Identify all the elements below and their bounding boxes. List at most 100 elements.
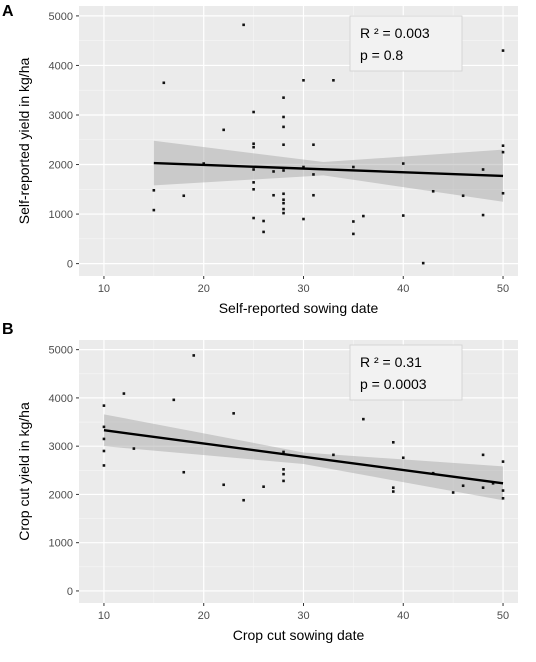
y-tick-label: 1000 [49,209,73,221]
data-point [362,214,365,218]
data-point [222,483,225,487]
data-point [501,150,505,154]
data-point [391,486,395,489]
y-tick-label: 0 [67,259,73,271]
annotation-box [349,15,463,72]
data-point [332,453,335,457]
data-point [282,96,285,99]
data-point [481,486,485,489]
data-point [282,125,285,129]
data-point [431,189,435,193]
data-point [172,398,176,402]
data-point [222,128,225,132]
data-point [252,145,255,149]
y-axis-title: Crop cut yield in kg/ha [16,402,32,541]
data-point [232,412,235,415]
panel-b: B R ² = 0.31 p = 0.0003 0 1000 2000 3000 4000 50… [2,321,518,643]
panel-a: A R ² = 0.003 p = 0.8 0 1000 2000 3000 4000 5000… [2,3,518,316]
data-point [451,491,455,494]
data-point [401,214,405,217]
data-point [132,447,136,450]
data-point [282,207,285,211]
x-tick-label: 20 [198,283,210,295]
y-tick-label: 2000 [49,160,73,172]
data-point [252,168,255,171]
data-point [252,110,255,114]
data-point [152,208,156,212]
y-tick-label: 0 [67,586,73,598]
panel-label: A [2,3,14,20]
trend-line [153,161,504,178]
data-point [102,449,106,453]
data-point [282,198,285,202]
data-point [282,472,285,476]
data-point [481,453,485,457]
data-point [302,165,305,169]
y-tick-label: 4000 [49,393,73,405]
data-point [282,169,285,172]
x-axis-title: Crop cut sowing date [233,627,365,643]
y-tick-label: 1000 [49,538,73,550]
data-point [252,216,255,220]
data-point [182,470,186,474]
x-tick-label: 40 [397,283,409,295]
data-point [242,498,245,502]
y-tick-label: 5000 [49,11,73,23]
data-point [182,194,186,198]
x-tick-label: 10 [98,610,110,622]
data-point [282,450,285,454]
data-point [122,392,126,395]
data-point [152,188,156,192]
data-point [312,173,315,176]
p-value-label: p = 0.8 [360,47,403,63]
data-point [282,143,285,147]
x-tick-label: 10 [98,283,110,295]
data-point [391,490,395,493]
data-point [312,143,315,147]
data-point [252,181,255,184]
data-point [421,261,425,265]
data-point [501,489,505,492]
data-point [461,194,465,198]
data-point [282,479,285,483]
data-point [302,79,305,82]
r-squared-label: R ² = 0.31 [360,354,422,370]
data-point [102,425,106,429]
x-tick-label: 40 [397,610,409,622]
data-point [481,213,485,217]
y-tick-label: 3000 [49,110,73,122]
annotation-box [349,344,463,401]
data-point [192,354,196,357]
data-point [252,188,255,191]
data-point [491,482,495,485]
data-point [352,220,355,223]
data-point [202,162,206,165]
data-point [401,162,405,165]
data-point [282,468,285,471]
r-squared-label: R ² = 0.003 [360,25,430,41]
p-value-label: p = 0.0003 [360,376,427,392]
x-tick-label: 30 [297,283,309,295]
x-tick-label: 20 [198,610,210,622]
data-point [242,23,245,27]
data-point [282,115,285,119]
data-point [102,404,106,407]
y-tick-label: 4000 [49,60,73,72]
data-point [362,417,365,421]
data-point [102,437,106,441]
data-point [481,168,485,171]
data-point [262,485,265,489]
data-point [262,230,265,234]
y-axis-title: Self-reported yield in kg/ha [16,58,32,225]
x-axis-title: Self-reported sowing date [219,300,379,316]
confidence-band [153,140,504,202]
data-point [391,441,395,444]
data-point [282,201,285,205]
data-point [352,232,355,236]
data-point [352,165,355,169]
data-point [282,192,285,196]
data-point [332,79,335,82]
data-point [252,142,255,146]
data-point [162,81,166,85]
